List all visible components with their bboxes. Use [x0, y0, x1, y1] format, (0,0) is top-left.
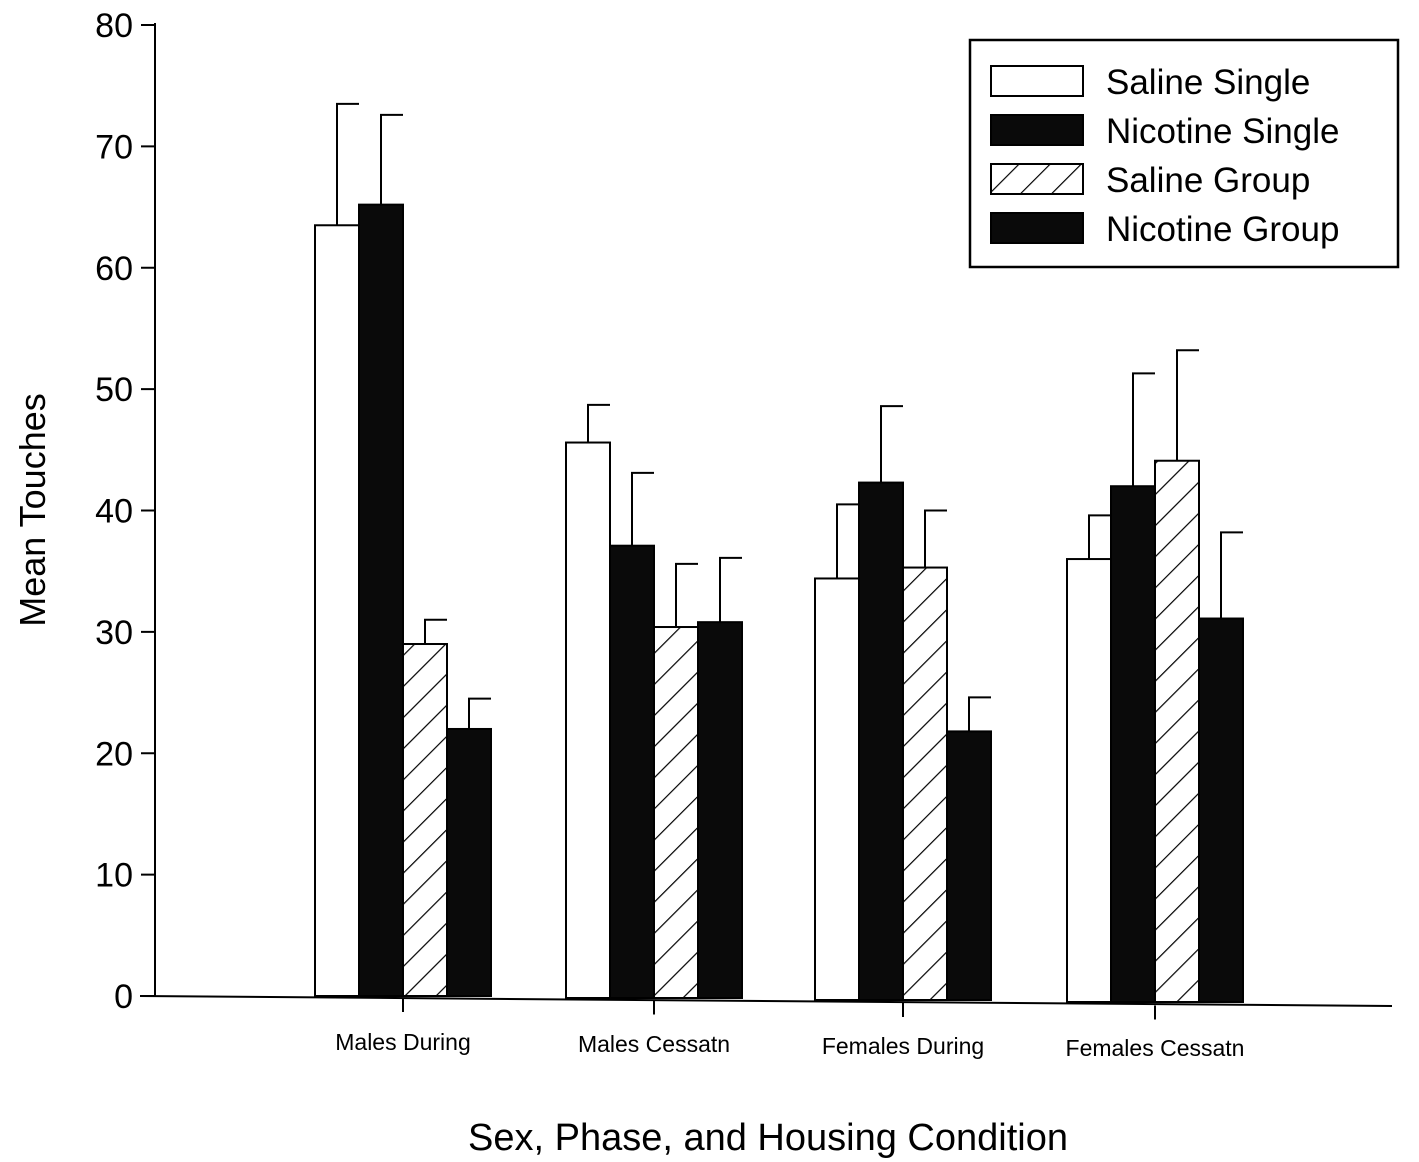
x-tick-label: Females Cessatn — [1066, 1035, 1245, 1061]
x-tick-label: Females During — [822, 1033, 984, 1059]
x-axis: Males During Males Cessatn Females During F… — [139, 995, 1393, 1061]
y-tick-label: 50 — [95, 371, 133, 409]
bar — [1066, 558, 1112, 1003]
bars — [314, 203, 1244, 1004]
bar — [565, 441, 611, 999]
bar — [814, 577, 860, 1001]
legend-label: Nicotine Group — [1106, 210, 1339, 249]
bar — [1154, 459, 1200, 1003]
y-tick-label: 70 — [95, 128, 133, 166]
y-tick-label: 40 — [95, 493, 133, 531]
y-axis: 0 10 20 30 40 50 60 70 80 — [95, 7, 156, 1016]
bar — [1110, 485, 1156, 1004]
bar — [902, 566, 948, 1001]
y-tick-label: 30 — [95, 614, 133, 652]
bar — [858, 481, 904, 1001]
y-axis-title: Mean Touches — [12, 393, 53, 627]
legend-label: Nicotine Single — [1106, 112, 1339, 151]
y-tick-label: 20 — [95, 735, 133, 773]
bar — [946, 730, 992, 1002]
legend: Saline Single Nicotine Single Saline Group… — [968, 38, 1400, 269]
bar — [609, 544, 655, 999]
legend-swatch — [990, 212, 1084, 244]
x-axis-title: Sex, Phase, and Housing Condition — [468, 1117, 1068, 1159]
legend-swatch — [990, 163, 1084, 195]
bar — [653, 626, 699, 1000]
y-tick-label: 60 — [95, 250, 133, 288]
legend-swatch — [990, 114, 1084, 146]
bar — [358, 203, 404, 997]
legend-swatch — [990, 65, 1084, 97]
y-tick-label: 10 — [95, 857, 133, 895]
legend-label: Saline Group — [1106, 161, 1310, 200]
x-tick-label: Males During — [335, 1029, 471, 1055]
x-axis-line — [139, 995, 1393, 1007]
bar — [402, 643, 448, 997]
x-tick-label: Males Cessatn — [578, 1031, 730, 1057]
bar — [1198, 617, 1244, 1003]
bar — [446, 727, 492, 997]
bar — [314, 224, 360, 998]
error-bars — [336, 102, 1243, 732]
y-tick-label: 0 — [114, 978, 133, 1016]
y-tick-label: 80 — [95, 7, 133, 45]
legend-label: Saline Single — [1106, 63, 1310, 102]
bar — [697, 621, 743, 999]
